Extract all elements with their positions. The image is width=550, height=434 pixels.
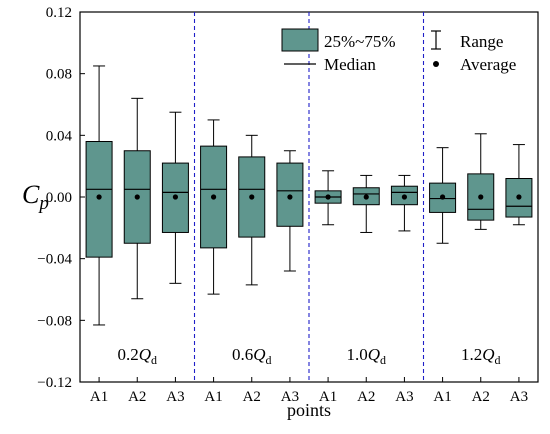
y-tick-label: −0.04 [37,252,72,268]
group-separators [193,12,425,382]
box-6 [276,150,304,272]
box-12 [505,144,533,226]
box-5 [238,134,266,286]
box-11 [467,133,495,230]
x-tick-label: A3 [166,389,184,405]
x-tick-label: A3 [510,389,528,405]
average-point [401,194,408,200]
average-point [478,194,484,200]
average-point [172,194,179,200]
x-tick-label: A1 [319,389,337,405]
y-tick-label: −0.08 [37,313,72,329]
group-label: 0.6Qd [232,345,272,367]
group-label: 1.2Qd [461,345,501,367]
x-tick-label: A2 [472,389,490,405]
x-tick-label: A2 [243,389,261,405]
x-tick-label: A3 [395,389,413,405]
average-point [134,194,140,200]
x-tick-label: A1 [90,389,108,405]
x-tick-label: A1 [433,389,451,405]
average-point [249,194,255,200]
box-2 [123,97,151,300]
average-point [363,194,369,200]
box-10 [429,147,457,244]
legend-box-label: 25%~75% [324,32,396,51]
group-label: 0.2Qd [117,345,157,367]
legend-average-icon [433,61,439,67]
average-point [287,194,293,200]
x-tick-label: A3 [281,389,299,405]
box-7 [314,170,342,226]
group-labels: 0.2Qd 0.6Qd 1.0Qd 1.2Qd [117,345,500,367]
legend: 25%~75% Range Median Average [281,28,516,74]
y-tick-label: 0.08 [46,67,72,83]
average-point [516,194,522,200]
axis-ticks: −0.12 −0.08 −0.04 0.00 0.04 0.08 0.12 A1 A2 A3 A1 A… [37,5,528,405]
box-4 [200,119,228,295]
box-1 [85,65,113,326]
group-label: 1.0Qd [346,345,386,367]
legend-range-label: Range [460,32,503,51]
box-3 [161,111,189,284]
y-axis-label: Cp [22,180,49,214]
legend-average-label: Average [460,55,516,74]
box-8 [352,174,380,233]
x-tick-label: A2 [357,389,375,405]
average-point [325,194,331,200]
x-tick-label: A2 [128,389,146,405]
average-point [439,194,446,200]
average-point [210,194,217,200]
legend-range-icon [431,30,441,50]
x-axis-label: points [287,400,331,420]
legend-box-swatch [281,28,319,52]
box-9 [390,174,418,232]
iqr-box [200,145,228,249]
y-tick-label: 0.04 [46,128,73,144]
box-series [85,65,533,326]
x-tick-label: A1 [204,389,222,405]
y-tick-label: 0.12 [46,5,72,21]
iqr-box [123,150,151,244]
y-tick-label: −0.12 [37,375,72,391]
y-tick-label: 0.00 [46,190,72,206]
average-point [96,194,102,200]
legend-median-label: Median [324,55,376,74]
